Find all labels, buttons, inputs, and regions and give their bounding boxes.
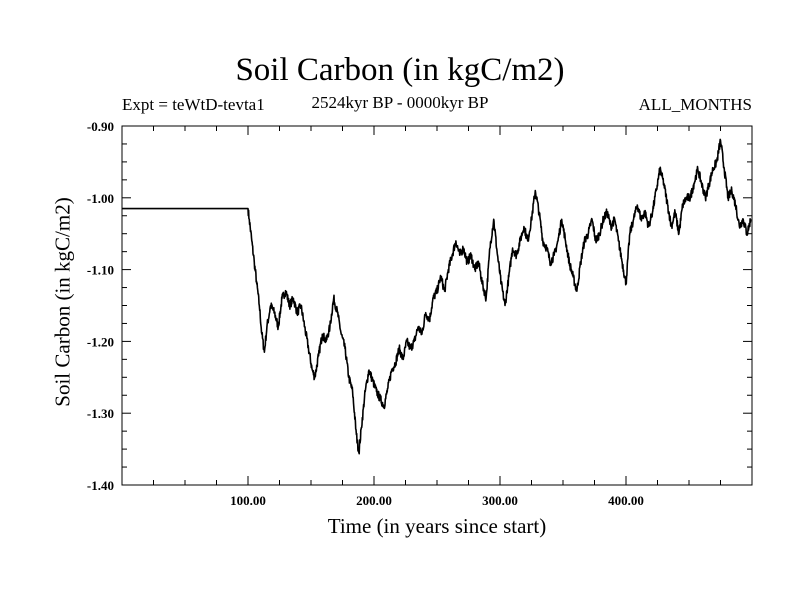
- y-tick-label: -1.00: [87, 191, 114, 206]
- y-tick-label: -1.40: [87, 478, 114, 493]
- y-axis-label: Soil Carbon (in kgC/m2): [50, 197, 75, 407]
- x-tick-label: 300.00: [482, 493, 518, 508]
- series-group: [122, 138, 752, 455]
- y-tick-label: -1.10: [87, 263, 114, 278]
- series-line: [122, 138, 752, 455]
- time-range-label: 2524kyr BP - 0000kyr BP: [311, 93, 489, 112]
- y-tick-label: -1.20: [87, 334, 114, 349]
- months-label: ALL_MONTHS: [638, 95, 752, 114]
- y-tick-label: -0.90: [87, 119, 114, 134]
- x-tick-label: 100.00: [230, 493, 266, 508]
- chart-title: Soil Carbon (in kgC/m2): [235, 52, 565, 88]
- experiment-label: Expt = teWtD-tevta1: [122, 95, 265, 114]
- y-tick-label: -1.30: [87, 406, 114, 421]
- x-tick-label: 200.00: [356, 493, 392, 508]
- x-axis-ticks: 100.00 200.00 300.00 400.00: [153, 126, 721, 508]
- y-axis-ticks: -1.40 -1.30 -1.20 -1.10 -1.00 -0.90: [87, 119, 752, 493]
- x-axis-label: Time (in years since start): [327, 514, 547, 538]
- x-tick-label: 400.00: [608, 493, 644, 508]
